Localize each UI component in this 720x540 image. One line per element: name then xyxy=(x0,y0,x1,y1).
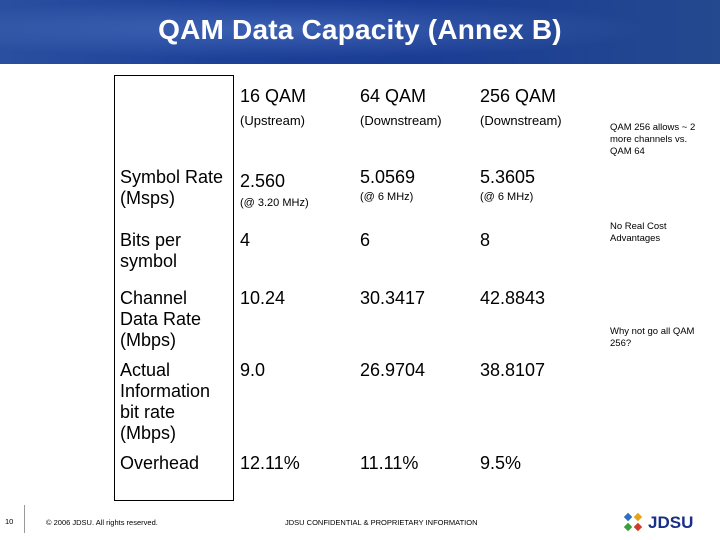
footer-copyright: © 2006 JDSU. All rights reserved. xyxy=(46,518,158,527)
slide-title: QAM Data Capacity (Annex B) xyxy=(158,14,562,45)
overhead-64qam: 11.11% xyxy=(360,453,419,473)
symbol-rate-256qam-bandwidth: (@ 6 MHz) xyxy=(480,191,534,203)
note-no-cost-advantage: No Real Cost Advantages xyxy=(610,221,667,244)
info-bit-rate-64qam: 26.9704 xyxy=(360,360,426,380)
table-border-left xyxy=(114,75,115,500)
jdsu-logo: JDSU xyxy=(622,510,702,534)
table-border-bottom xyxy=(114,500,234,501)
symbol-rate-256qam: 5.3605 xyxy=(480,167,536,187)
symbol-rate-16qam: 2.560 xyxy=(240,171,286,191)
footer-divider xyxy=(24,505,25,533)
note-why-not-256: Why not go all QAM 256? xyxy=(610,326,695,349)
channel-data-rate-16qam: 10.24 xyxy=(240,288,286,308)
col-header-64qam: 64 QAM xyxy=(360,86,427,106)
jdsu-logo-icon: JDSU xyxy=(623,512,693,532)
row-label-info-bit-rate: Actual Information bit rate (Mbps) xyxy=(120,360,211,443)
channel-data-rate-64qam: 30.3417 xyxy=(360,288,426,308)
note-256-channels: QAM 256 allows ~ 2 more channels vs. QAM… xyxy=(610,122,696,157)
col-header-16qam: 16 QAM xyxy=(240,86,307,106)
col-sub-256qam: (Downstream) xyxy=(480,113,562,128)
bits-per-symbol-64qam: 6 xyxy=(360,230,371,250)
symbol-rate-64qam: 5.0569 xyxy=(360,167,416,187)
bits-per-symbol-256qam: 8 xyxy=(480,230,491,250)
symbol-rate-64qam-bandwidth: (@ 6 MHz) xyxy=(360,191,414,203)
title-bar-shine xyxy=(0,0,720,64)
jdsu-logo-text: JDSU xyxy=(648,513,693,532)
row-label-channel-data-rate: Channel Data Rate (Mbps) xyxy=(120,288,202,350)
page-number: 10 xyxy=(5,517,14,526)
symbol-rate-16qam-bandwidth: (@ 3.20 MHz) xyxy=(240,197,309,209)
row-label-bits-per-symbol: Bits per symbol xyxy=(120,230,182,271)
channel-data-rate-256qam: 42.8843 xyxy=(480,288,546,308)
col-sub-16qam: (Upstream) xyxy=(240,113,306,128)
title-bar xyxy=(0,0,720,64)
row-label-symbol-rate: Symbol Rate (Msps) xyxy=(120,167,224,208)
col-sub-64qam: (Downstream) xyxy=(360,113,442,128)
bits-per-symbol-16qam: 4 xyxy=(240,230,251,250)
footer-confidential: JDSU CONFIDENTIAL & PROPRIETARY INFORMAT… xyxy=(285,518,478,527)
row-label-overhead: Overhead xyxy=(120,453,200,473)
col-header-256qam: 256 QAM xyxy=(480,86,557,106)
overhead-256qam: 9.5% xyxy=(480,453,522,473)
table-border-top xyxy=(114,75,234,76)
info-bit-rate-16qam: 9.0 xyxy=(240,360,266,380)
info-bit-rate-256qam: 38.8107 xyxy=(480,360,546,380)
table-border-divider xyxy=(233,75,234,500)
overhead-16qam: 12.11% xyxy=(240,453,300,473)
